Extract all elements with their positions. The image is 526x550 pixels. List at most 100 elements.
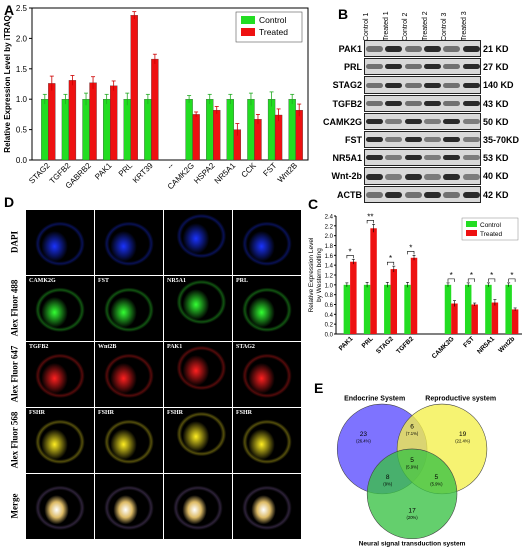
chart-c-bar-control: [363, 284, 371, 334]
chart-c-legend: Control Treated: [461, 217, 519, 241]
venn-region-count: 8: [386, 474, 390, 481]
blot-band: [462, 118, 480, 124]
blot-band: [366, 82, 383, 88]
chart-c-sig-label: *: [349, 247, 352, 256]
chart-a-ytick-label: 1.0: [16, 95, 28, 104]
chart-c-legend-swatch: [466, 221, 477, 227]
microscopy-cell: [95, 474, 163, 539]
microscopy-cell: FSHR: [26, 408, 94, 473]
chart-a-legend-swatch: [241, 16, 255, 24]
chart-c-sig-label: **: [367, 212, 373, 221]
blot-row-name: ACTB: [337, 189, 362, 200]
chart-a-ytick-label: 0.0: [16, 156, 28, 165]
blot-band: [462, 82, 480, 88]
blot-row-name: CAMK2G: [322, 116, 362, 127]
chart-a-bar-control: [82, 99, 90, 161]
chart-c-bar-treated: [511, 309, 519, 334]
venn-set-label: Reproductive system: [425, 395, 496, 402]
chart-a-category-label: STAG2: [27, 161, 52, 186]
chart-c-sig-label: *: [450, 271, 453, 280]
blot-band: [423, 64, 441, 70]
chart-c-category-label: Wnt2b: [497, 335, 516, 354]
chart-c: 0.0 0.2 0.4 0.6 0.8 1.0 1.2 1.4 1.6 1.8 2.0 2.2 2.4 R…: [308, 212, 522, 360]
microscopy-cell: PRL: [233, 276, 301, 341]
microscopy-cell: Wnt2B: [95, 342, 163, 407]
chart-c-ytick-label: 0.6: [325, 303, 334, 309]
venn-diagram: Endocrine System Reproductive system Neura…: [336, 395, 496, 547]
chart-a-legend-label: Control: [259, 15, 287, 25]
blot-column-label: Control 3: [441, 12, 448, 41]
venn-region-pct: (20%): [406, 515, 418, 520]
blot-band: [462, 155, 480, 161]
blot-band: [404, 82, 422, 88]
blot-band: [366, 137, 383, 143]
blot-band: [404, 137, 422, 143]
chart-a-bar-control: [247, 99, 255, 161]
blot-band: [423, 173, 441, 180]
chart-a-bar-control: [206, 99, 214, 161]
chart-c-bar-control: [404, 284, 411, 334]
blot-row-name: PAK1: [338, 44, 362, 54]
blot-band: [462, 191, 480, 198]
chart-a-category-label: FST: [261, 161, 278, 178]
blot-band: [366, 118, 383, 124]
venn-region-pct: (26.4%): [356, 438, 371, 443]
blot-band: [385, 46, 403, 53]
chart-a-bar-control: [41, 99, 49, 161]
panel-b-label: B: [338, 6, 349, 22]
chart-c-sig-bracket: [508, 278, 516, 282]
microscopy-cell: PAK1: [164, 342, 232, 407]
chart-a-bar-control: [288, 99, 296, 161]
blot-band: [423, 46, 441, 53]
venn-region-pct: (22.4%): [455, 438, 470, 443]
chart-a-category-label: PRL: [117, 161, 135, 179]
blot-band: [385, 100, 403, 106]
chart-c-bar-treated: [451, 303, 458, 334]
microscopy-row-label: Alex Fluor 568: [9, 411, 19, 468]
blot-strip: [364, 94, 481, 112]
blot-band: [443, 155, 461, 161]
chart-a-ytick-label: 2.5: [16, 4, 28, 13]
chart-a-bar-treated: [48, 83, 56, 161]
chart-c-bar-control: [464, 284, 472, 334]
microscopy-cell: TGFB2: [26, 342, 94, 407]
blot-band: [423, 191, 441, 198]
blot-band: [443, 137, 461, 143]
blot-band: [404, 100, 422, 106]
microscopy-cell-label: FSHR: [167, 410, 184, 416]
blot-strip: [364, 112, 481, 130]
panel-d-label: D: [4, 194, 15, 210]
chart-c-ytick-label: 0.0: [325, 333, 334, 339]
blot-band: [385, 64, 403, 70]
venn-set-label: Neural signal transduction system: [359, 540, 466, 547]
blot-band: [404, 46, 422, 53]
chart-c-ytick-label: 2.2: [325, 224, 334, 230]
blot-band: [423, 82, 441, 88]
chart-c-bar-control: [505, 284, 512, 334]
chart-a-category-label: KRT39: [131, 161, 155, 185]
blot-band: [404, 173, 422, 180]
blot-band: [462, 64, 480, 70]
chart-c-bar-treated: [350, 261, 357, 334]
chart-a-bar-treated: [274, 114, 283, 161]
microscopy-cell: [233, 210, 301, 275]
chart-a-bar-treated: [192, 114, 200, 161]
panel-c: C 0.0 0.2 0.4 0.6 0.8 1.0 1.2 1.4 1.6 1.8 2.0 2.2 2.…: [300, 196, 526, 376]
panel-b: B: [330, 0, 526, 200]
chart-c-ylabel: Relative Expression Level: [308, 237, 315, 312]
blot-band: [443, 82, 461, 88]
chart-c-sig-label: *: [490, 271, 493, 280]
chart-a-legend: Control Treated: [235, 11, 303, 43]
chart-a-legend-swatch: [241, 28, 255, 36]
chart-a-bar-control: [267, 99, 276, 161]
venn-region-count: 19: [459, 431, 467, 438]
chart-a-bar-control: [226, 99, 234, 161]
chart-c-bar-treated: [471, 304, 478, 334]
chart-a-bar-control: [185, 99, 193, 161]
venn-region-count: 6: [410, 423, 414, 430]
blot-row-name: STAG2: [332, 80, 362, 91]
panel-e: E Endocrine System Reproductive system Neu…: [300, 376, 526, 550]
blot-band: [404, 64, 422, 70]
blot-band: [366, 64, 383, 70]
chart-c-sig-bracket: [407, 251, 415, 255]
